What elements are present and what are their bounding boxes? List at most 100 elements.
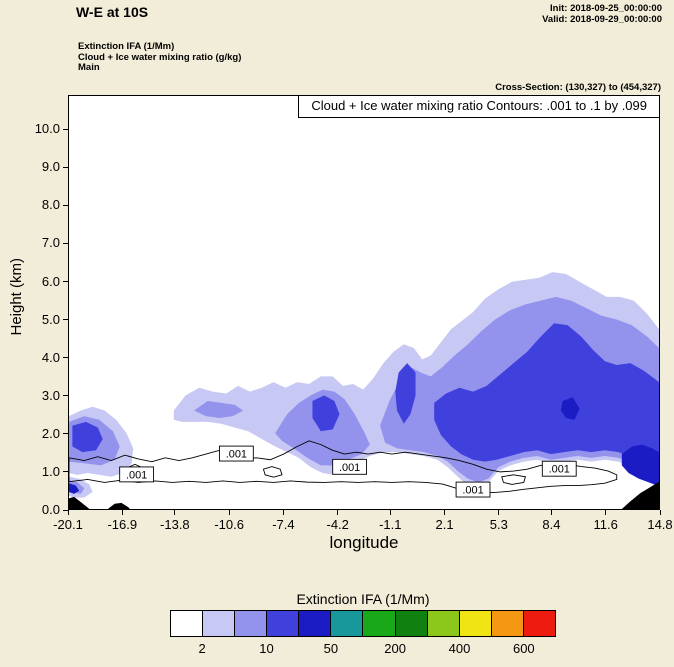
cloud-fill-region: [312, 395, 340, 432]
colorbar-cell: [362, 610, 396, 637]
x-tick-label: 5.3: [489, 517, 508, 532]
colorbar-cell: [522, 610, 556, 637]
y-tick-mark: [63, 204, 68, 206]
y-tick-label: 7.0: [41, 235, 60, 251]
x-tick-label: -4.2: [326, 517, 349, 532]
mixing-ratio-contour-line: [501, 474, 527, 485]
y-tick-mark: [63, 433, 68, 435]
colorbar-cell: [490, 610, 524, 637]
y-tick-label: 0.0: [41, 502, 60, 517]
y-tick-mark: [63, 471, 68, 473]
valid-time: Valid: 2018-09-29_00:00:00: [542, 14, 662, 25]
colorbar-title: Extinction IFA (1/Mm): [296, 591, 430, 607]
x-tick-mark: [550, 510, 552, 515]
terrain-silhouette: [621, 481, 659, 509]
x-tick-mark: [389, 510, 391, 515]
cloud-fill-region: [621, 444, 659, 487]
field-info: Extinction IFA (1/Mm) Cloud + Ice water …: [78, 41, 242, 74]
x-tick-mark: [121, 510, 123, 515]
x-tick-label: 2.1: [435, 517, 454, 532]
contour-info-box: Cloud + Ice water mixing ratio Contours:…: [298, 95, 660, 118]
contour-label-box: [541, 460, 577, 477]
x-tick-mark: [228, 510, 230, 515]
cross-section-plot: .001 .001 .001 .001 .001 Cloud + Ice water m…: [68, 95, 660, 510]
y-tick-label: 3.0: [41, 387, 60, 403]
y-tick-mark: [63, 357, 68, 359]
x-axis-label: longitude: [329, 533, 399, 552]
y-tick-label: 9.0: [41, 159, 60, 175]
y-tick-mark: [63, 509, 68, 511]
terrain-silhouette: [69, 496, 90, 509]
y-tick-label: 8.0: [41, 197, 60, 213]
contour-info-text: Cloud + Ice water mixing ratio Contours:…: [311, 98, 647, 113]
y-tick-label: 6.0: [41, 273, 60, 289]
colorbar-cell: [330, 610, 364, 637]
contour-label: .001: [126, 469, 147, 481]
x-tick-label: -10.6: [214, 517, 244, 532]
x-tick-label: -1.1: [379, 517, 402, 532]
x-tick-mark: [605, 510, 607, 515]
y-tick-mark: [63, 166, 68, 168]
x-tick-label: 8.4: [542, 517, 561, 532]
model-times: Init: 2018-09-25_00:00:00 Valid: 2018-09…: [542, 3, 662, 25]
x-tick-label: 11.6: [593, 517, 618, 532]
init-time: Init: 2018-09-25_00:00:00: [550, 3, 662, 14]
contour-label-box: [455, 481, 491, 498]
x-tick-mark: [174, 510, 176, 515]
colorbar-cell: [266, 610, 300, 637]
x-tick-mark: [659, 510, 661, 515]
x-tick-mark: [444, 510, 446, 515]
colorbar-tick-label: 600: [512, 641, 535, 656]
y-tick-label: 2.0: [41, 425, 60, 441]
cloud-fill-region: [69, 483, 80, 494]
cloud-fill-region: [434, 323, 659, 462]
field-line-domain: Main: [78, 62, 100, 73]
cloud-fill-region: [194, 401, 244, 419]
cloud-fill-region: [72, 421, 103, 453]
field-line-extinction: Extinction IFA (1/Mm): [78, 41, 175, 52]
page-title: W-E at 10S: [76, 4, 149, 20]
mixing-ratio-contour-line: [262, 466, 283, 478]
field-line-mixing-ratio: Cloud + Ice water mixing ratio (g/kg): [78, 51, 242, 63]
colorbar-tick-label: 200: [384, 641, 406, 656]
contour-label-box: [218, 445, 254, 462]
y-tick-label: 1.0: [41, 463, 60, 479]
y-tick-label: 10.0: [34, 121, 60, 137]
x-tick-mark: [282, 510, 284, 515]
contour-plot-canvas: .001 .001 .001 .001 .001: [69, 272, 659, 509]
x-tick-mark: [498, 510, 500, 515]
colorbar-tick-label: 50: [323, 641, 339, 656]
cross-section-coords: Cross-Section: (130,327) to (454,327): [495, 82, 661, 93]
x-tick-label: 14.8: [647, 517, 673, 532]
x-tick-mark: [67, 510, 69, 515]
y-tick-mark: [63, 319, 68, 321]
x-tick-label: -20.1: [53, 517, 83, 532]
contour-label: .001: [226, 449, 247, 461]
colorbar-cell: [298, 610, 332, 637]
colorbar-tick-label: 400: [448, 641, 471, 656]
cloud-fill-region: [560, 397, 580, 420]
colorbar-cell: [426, 610, 460, 637]
colorbar-cell: [170, 610, 204, 637]
colorbar-tick-label: 2: [198, 641, 206, 656]
contour-label-box: [332, 458, 368, 475]
y-tick-mark: [63, 281, 68, 283]
colorbar: [170, 610, 556, 637]
colorbar-cell: [458, 610, 492, 637]
colorbar-cell: [234, 610, 268, 637]
colorbar-cell: [202, 610, 236, 637]
y-tick-mark: [63, 128, 68, 130]
colorbar-tick-label: 10: [259, 641, 274, 656]
terrain-silhouette: [107, 502, 130, 509]
x-tick-label: -13.8: [160, 517, 190, 532]
y-tick-label: 4.0: [41, 349, 60, 365]
x-tick-label: -7.4: [272, 517, 295, 532]
colorbar-cell: [394, 610, 428, 637]
contour-label: .001: [549, 464, 570, 476]
contour-label: .001: [339, 462, 360, 474]
y-tick-mark: [63, 395, 68, 397]
contour-label-box: [119, 466, 155, 483]
x-tick-label: -16.9: [107, 517, 138, 532]
y-tick-label: 5.0: [41, 311, 60, 327]
